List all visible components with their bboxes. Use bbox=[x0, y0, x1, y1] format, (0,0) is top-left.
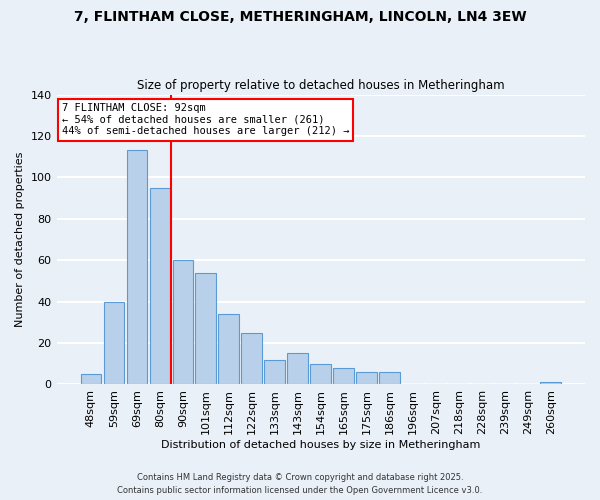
Bar bbox=[334, 368, 354, 384]
X-axis label: Distribution of detached houses by size in Metheringham: Distribution of detached houses by size … bbox=[161, 440, 481, 450]
Text: Contains HM Land Registry data © Crown copyright and database right 2025.
Contai: Contains HM Land Registry data © Crown c… bbox=[118, 474, 482, 495]
Text: 7 FLINTHAM CLOSE: 92sqm
← 54% of detached houses are smaller (261)
44% of semi-d: 7 FLINTHAM CLOSE: 92sqm ← 54% of detache… bbox=[62, 104, 349, 136]
Bar bbox=[173, 260, 193, 384]
Bar bbox=[104, 302, 124, 384]
Bar bbox=[80, 374, 101, 384]
Bar bbox=[127, 150, 147, 384]
Bar bbox=[241, 332, 262, 384]
Bar bbox=[356, 372, 377, 384]
Y-axis label: Number of detached properties: Number of detached properties bbox=[15, 152, 25, 327]
Title: Size of property relative to detached houses in Metheringham: Size of property relative to detached ho… bbox=[137, 79, 505, 92]
Bar bbox=[196, 272, 216, 384]
Bar bbox=[379, 372, 400, 384]
Text: 7, FLINTHAM CLOSE, METHERINGHAM, LINCOLN, LN4 3EW: 7, FLINTHAM CLOSE, METHERINGHAM, LINCOLN… bbox=[74, 10, 526, 24]
Bar bbox=[310, 364, 331, 384]
Bar bbox=[149, 188, 170, 384]
Bar bbox=[265, 360, 285, 384]
Bar bbox=[540, 382, 561, 384]
Bar bbox=[287, 354, 308, 384]
Bar bbox=[218, 314, 239, 384]
